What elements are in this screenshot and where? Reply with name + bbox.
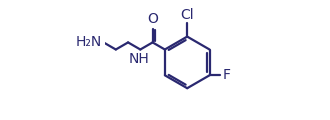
- Text: O: O: [147, 12, 158, 26]
- Text: F: F: [222, 68, 230, 82]
- Text: NH: NH: [129, 52, 150, 66]
- Text: Cl: Cl: [181, 8, 194, 22]
- Text: H₂N: H₂N: [76, 35, 102, 49]
